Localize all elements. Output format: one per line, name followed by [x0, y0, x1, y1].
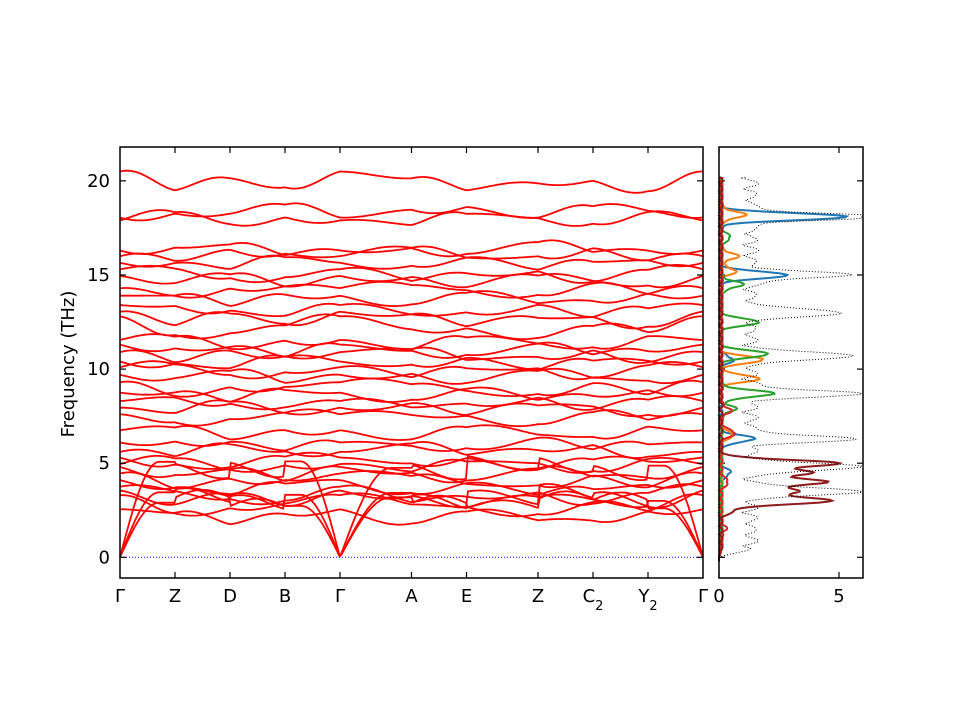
dos-x-tick-label: 0: [713, 586, 724, 607]
optical-band: [119, 333, 703, 351]
x-tick-label: E: [461, 586, 472, 607]
optical-band: [120, 508, 704, 526]
x-axis-ticks: Γ Z D B Γ A E Z C2 Y2 Γ: [115, 586, 708, 614]
optical-band: [119, 354, 704, 371]
dos-frame: [718, 146, 864, 579]
x-tick-label: D: [223, 586, 237, 607]
y-tick-label: 15: [87, 265, 110, 286]
phonon-bands: [119, 169, 704, 559]
optical-band: [119, 254, 704, 271]
acoustic-band: [119, 489, 704, 559]
optical-band: [119, 209, 704, 227]
optical-band: [119, 264, 704, 284]
optical-band: [119, 479, 704, 497]
optical-band: [119, 483, 704, 506]
y-tick-label: 10: [87, 359, 110, 380]
optical-band: [119, 377, 704, 398]
x-tick-label: Z: [532, 586, 544, 607]
optical-band: [119, 465, 704, 484]
optical-band: [119, 341, 704, 359]
optical-band: [119, 436, 704, 452]
optical-band: [119, 386, 704, 403]
y-tick-label: 20: [87, 171, 110, 192]
x-tick-label: Y2: [637, 586, 657, 614]
y-tick-label: 0: [99, 547, 110, 568]
optical-band: [119, 395, 704, 411]
dos-series: [717, 176, 844, 562]
optical-band: [119, 441, 703, 459]
y-axis-label: Frequency (THz): [58, 291, 79, 438]
optical-band: [119, 272, 704, 289]
y-tick-label: 5: [99, 453, 110, 474]
optical-band: [119, 239, 704, 258]
dos-series: [717, 176, 737, 562]
optical-band: [119, 313, 703, 340]
high-symmetry-lines: [174, 147, 649, 578]
optical-band: [119, 451, 704, 471]
x-tick-label: Z: [169, 586, 181, 607]
x-tick-label: Γ: [698, 586, 708, 607]
optical-band: [119, 424, 704, 441]
optical-band: [119, 169, 703, 194]
optical-band: [119, 202, 704, 222]
x-tick-label: A: [405, 586, 418, 607]
x-tick-label: Γ: [115, 586, 125, 607]
dos-x-tick-label: 5: [833, 586, 844, 607]
optical-band: [119, 302, 704, 318]
dispersion-frame: [119, 146, 704, 579]
x-tick-label: Γ: [335, 586, 345, 607]
optical-band: [120, 290, 704, 308]
y-axis-ticks: 0 5 10 15 20: [87, 171, 863, 568]
x-tick-label: B: [279, 586, 291, 607]
optical-band: [119, 470, 704, 490]
optical-band: [119, 367, 704, 385]
optical-band: [119, 455, 704, 474]
acoustic-band: [119, 455, 704, 558]
optical-band: [120, 399, 704, 418]
optical-band: [119, 360, 704, 381]
x-tick-label: C2: [583, 586, 604, 614]
